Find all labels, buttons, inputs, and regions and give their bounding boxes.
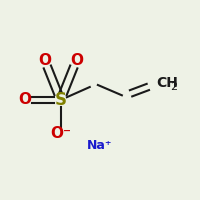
Text: 2: 2: [170, 82, 177, 92]
Text: O: O: [70, 53, 83, 68]
Text: O⁻: O⁻: [50, 126, 71, 141]
Text: O: O: [38, 53, 51, 68]
Text: CH: CH: [156, 76, 178, 90]
Text: S: S: [55, 91, 67, 109]
Text: O: O: [19, 92, 32, 108]
Text: Na⁺: Na⁺: [87, 139, 113, 152]
